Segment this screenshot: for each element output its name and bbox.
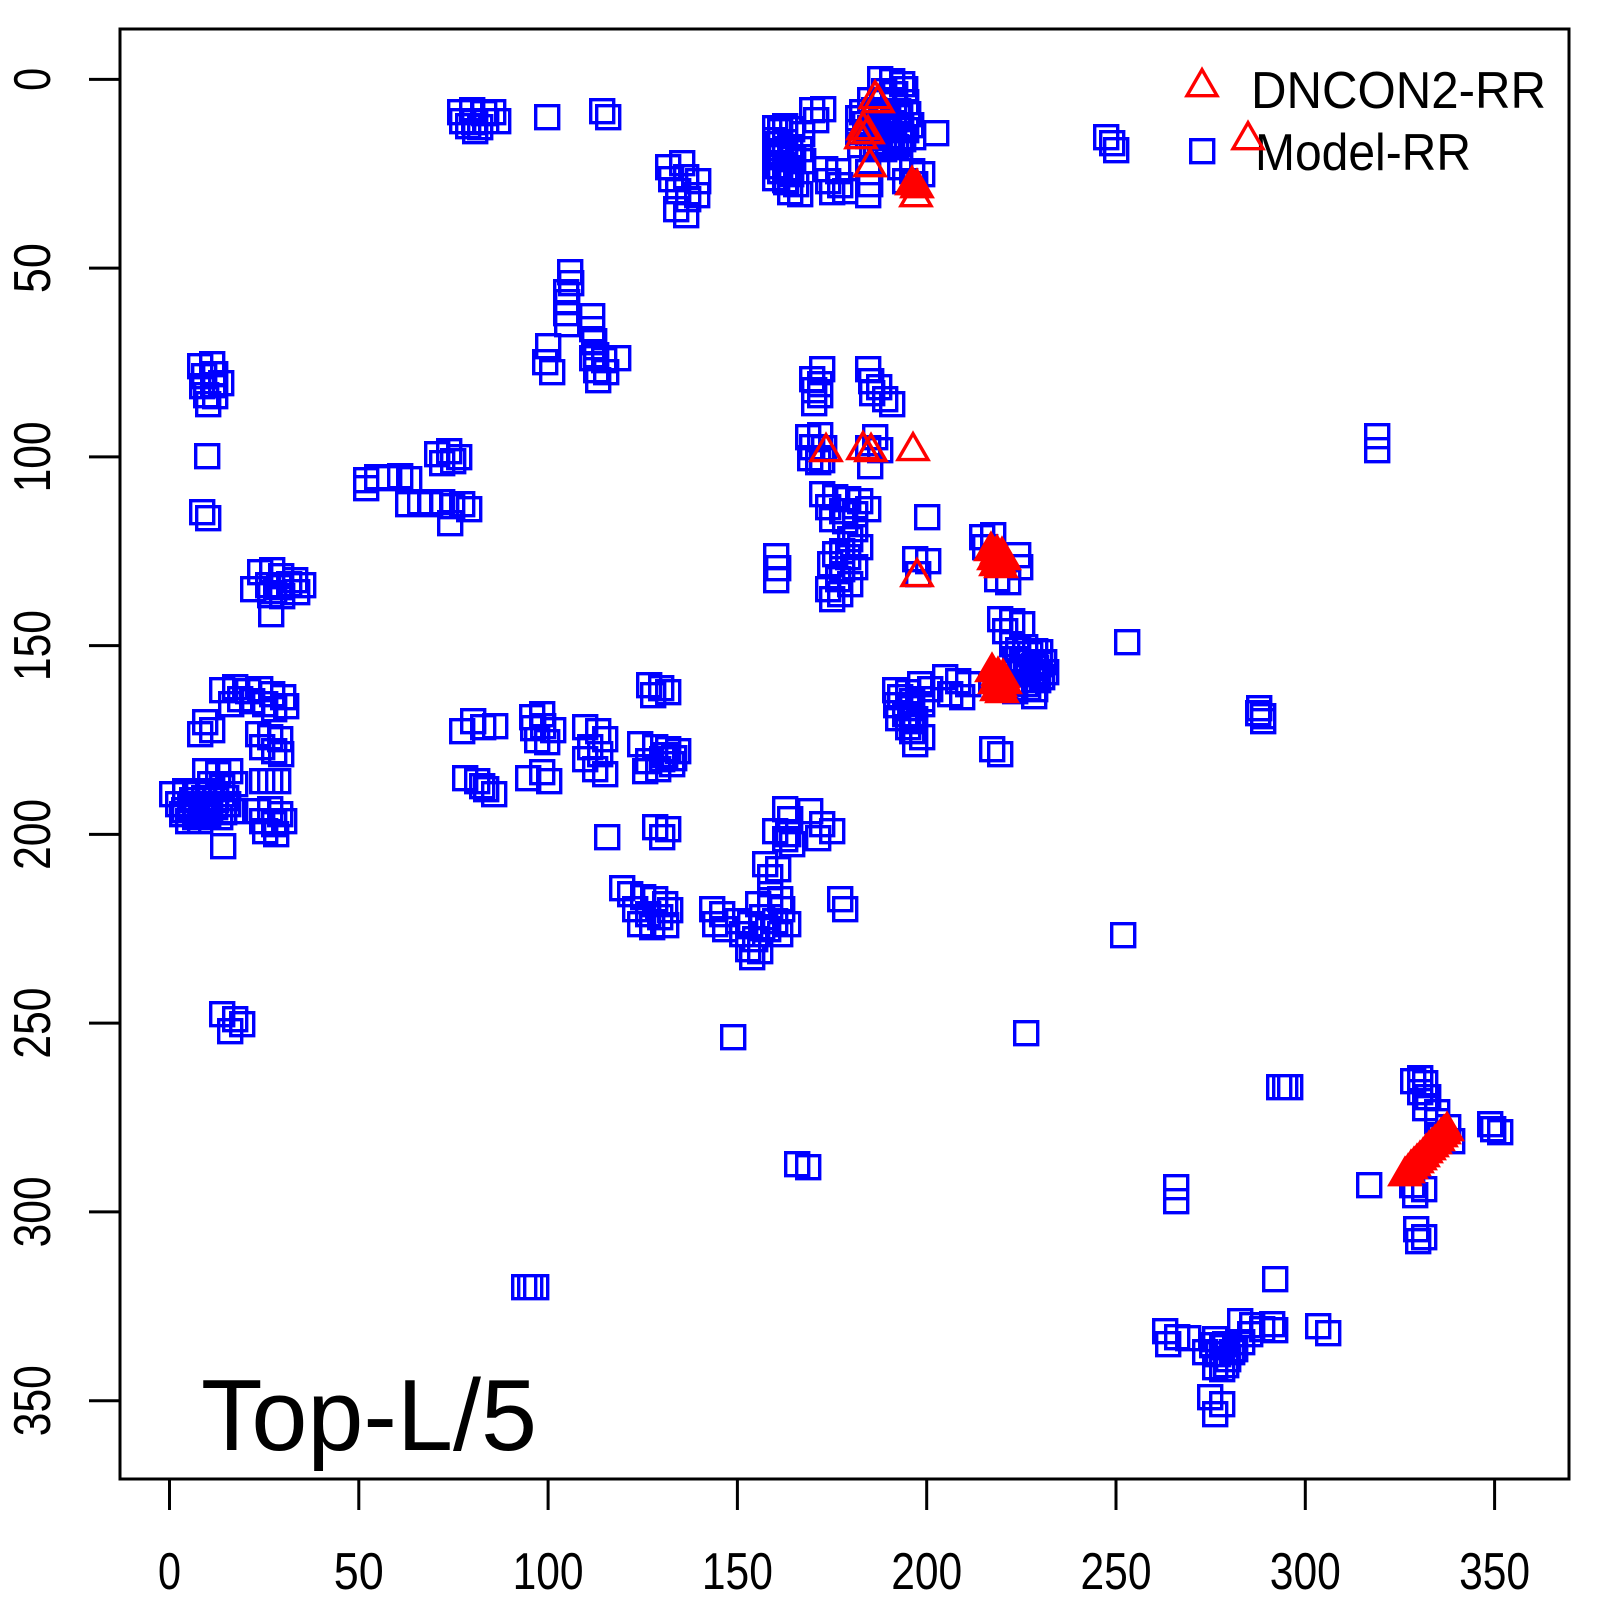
- svg-text:50: 50: [334, 1543, 384, 1600]
- svg-text:DNCON2-RR: DNCON2-RR: [1251, 62, 1546, 120]
- svg-text:150: 150: [702, 1543, 773, 1600]
- svg-text:250: 250: [4, 988, 62, 1059]
- svg-text:Top-L/5: Top-L/5: [201, 1360, 537, 1472]
- svg-text:100: 100: [4, 421, 62, 492]
- svg-text:0: 0: [4, 68, 62, 91]
- svg-text:200: 200: [891, 1543, 962, 1600]
- svg-text:Model-RR: Model-RR: [1255, 124, 1471, 182]
- svg-text:200: 200: [4, 799, 62, 870]
- svg-text:300: 300: [4, 1176, 62, 1247]
- svg-text:250: 250: [1081, 1543, 1152, 1600]
- svg-text:350: 350: [1459, 1543, 1530, 1600]
- svg-text:150: 150: [4, 610, 62, 681]
- svg-text:0: 0: [158, 1543, 181, 1600]
- svg-text:100: 100: [513, 1543, 584, 1600]
- svg-text:300: 300: [1270, 1543, 1341, 1600]
- svg-text:350: 350: [4, 1365, 62, 1436]
- svg-text:50: 50: [4, 243, 62, 293]
